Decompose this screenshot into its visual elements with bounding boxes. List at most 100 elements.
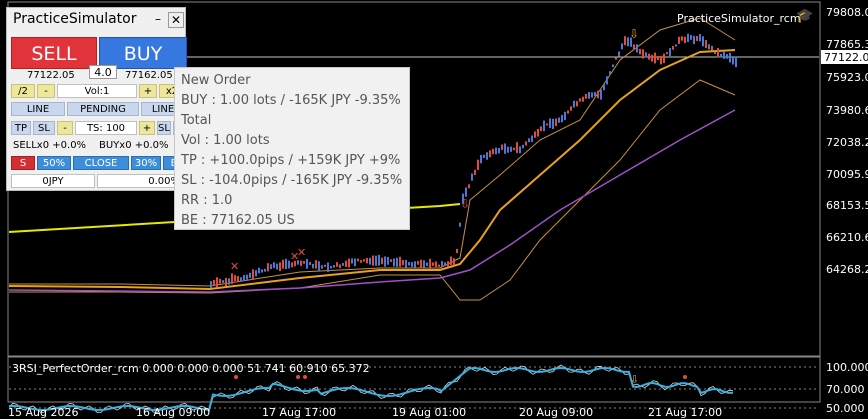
- candle: [552, 118, 554, 130]
- candle: [483, 154, 485, 158]
- close-30-button[interactable]: 30%: [131, 156, 161, 170]
- time-label: 21 Aug 17:00: [648, 406, 722, 419]
- sell-button[interactable]: SELL: [11, 37, 97, 69]
- tooltip-line: New Order: [181, 73, 251, 88]
- candle: [432, 262, 434, 266]
- panel-title: PracticeSimulator: [13, 11, 137, 27]
- candle: [675, 44, 677, 47]
- candle: [657, 56, 659, 61]
- current-price-label: 77122.0: [824, 51, 868, 64]
- buy-position-status: BUYx0 +0.0%: [99, 140, 169, 151]
- candle: [417, 261, 419, 265]
- rsi-dot: [303, 375, 307, 379]
- lot-minus-button[interactable]: -: [37, 84, 55, 98]
- buy-price: 77162.05: [125, 70, 173, 81]
- candle: [630, 37, 632, 47]
- candle: [501, 144, 503, 150]
- signal-x-marker: ✕: [290, 251, 299, 263]
- close-50-button[interactable]: 50%: [37, 156, 71, 170]
- candle: [399, 256, 401, 267]
- candle: [426, 262, 428, 267]
- tooltip-line: BUY : 1.00 lots / -165K JPY -9.35%: [181, 93, 401, 108]
- rsi-main-line: [8, 366, 734, 412]
- candle: [528, 138, 530, 143]
- volume-field[interactable]: Vol:1: [57, 84, 137, 98]
- candle: [678, 36, 680, 44]
- candle: [252, 269, 254, 280]
- lot-multiplier-input[interactable]: 4.0: [89, 65, 117, 79]
- candle: [450, 256, 452, 266]
- panel-titlebar[interactable]: PracticeSimulator – ✕: [7, 8, 185, 32]
- candle: [213, 279, 215, 286]
- rsi-tick: 70.000: [826, 383, 865, 396]
- trailing-stop-field[interactable]: TS: 100: [75, 121, 137, 135]
- ts-plus-button[interactable]: +: [139, 121, 155, 135]
- line-left-button[interactable]: LINE: [11, 102, 65, 116]
- candle: [618, 51, 620, 57]
- tooltip-line: BE : 77162.05 US: [181, 213, 295, 228]
- candle: [708, 44, 710, 50]
- candle: [258, 267, 260, 274]
- candle: [714, 52, 716, 55]
- candle: [600, 89, 602, 100]
- candle: [216, 277, 218, 288]
- candle: [378, 254, 380, 266]
- candle: [507, 146, 509, 153]
- candle: [402, 260, 404, 266]
- price-tick: 77865.3: [826, 38, 868, 51]
- yellow-trend-line: [8, 203, 461, 233]
- tooltip-line: TP : +100.0pips / +159K JPY +9%: [181, 153, 401, 168]
- candle: [462, 193, 464, 205]
- candle: [609, 71, 611, 75]
- candle: [309, 261, 311, 266]
- candle: [531, 135, 533, 142]
- half-lot-button[interactable]: /2: [11, 84, 35, 98]
- candle: [474, 169, 476, 175]
- rsi-axis: 100.000 70.000 50.000: [826, 361, 868, 415]
- sl-right-button[interactable]: SL: [157, 121, 171, 135]
- price-tick: 75923.0: [826, 71, 868, 84]
- rsi-tick: 50.000: [826, 402, 865, 415]
- close-icon[interactable]: ✕: [168, 12, 184, 28]
- candle: [210, 281, 212, 289]
- candle: [435, 261, 437, 268]
- simulator-panel[interactable]: PracticeSimulator – ✕ SELL BUY 77122.05 …: [6, 7, 187, 191]
- candle: [342, 263, 344, 266]
- candle: [699, 34, 701, 42]
- candle: [408, 262, 410, 266]
- ts-minus-button[interactable]: -: [57, 121, 73, 135]
- sell-position-status: SELLx0 +0.0%: [13, 140, 87, 151]
- candle: [519, 146, 521, 154]
- lot-plus-button[interactable]: +: [139, 84, 157, 98]
- sl-left-button[interactable]: SL: [33, 121, 55, 135]
- candle: [369, 257, 371, 265]
- candle: [465, 187, 467, 197]
- candle: [711, 45, 713, 51]
- candle: [627, 37, 629, 47]
- rsi-title: 3RSI_PerfectOrder_rcm 0.000 0.000 0.000 …: [12, 362, 370, 375]
- close-all-button[interactable]: CLOSE: [73, 156, 129, 170]
- price-tick: 66210.6: [826, 231, 868, 244]
- close-sell-button[interactable]: S: [11, 156, 35, 170]
- minimize-icon[interactable]: –: [155, 12, 161, 26]
- ma-orange: [8, 49, 736, 291]
- candle: [453, 258, 455, 266]
- tp-left-button[interactable]: TP: [11, 121, 31, 135]
- candle: [264, 268, 266, 272]
- sell-price: 77122.05: [27, 70, 75, 81]
- candle: [579, 98, 581, 102]
- candle: [591, 92, 593, 98]
- candle: [444, 262, 446, 266]
- candle: [381, 257, 383, 265]
- candle: [498, 148, 500, 154]
- candle: [690, 34, 692, 40]
- pending-button[interactable]: PENDING: [67, 102, 139, 116]
- price-tick: 73980.6: [826, 104, 868, 117]
- buy-button[interactable]: BUY: [99, 37, 187, 69]
- candle: [336, 262, 338, 267]
- tooltip-line: Total: [181, 113, 212, 128]
- candle: [345, 260, 347, 267]
- rsi-arrow-icon: ⇩: [630, 374, 639, 386]
- signal-x-marker: ✕: [297, 247, 306, 259]
- candle: [285, 258, 287, 270]
